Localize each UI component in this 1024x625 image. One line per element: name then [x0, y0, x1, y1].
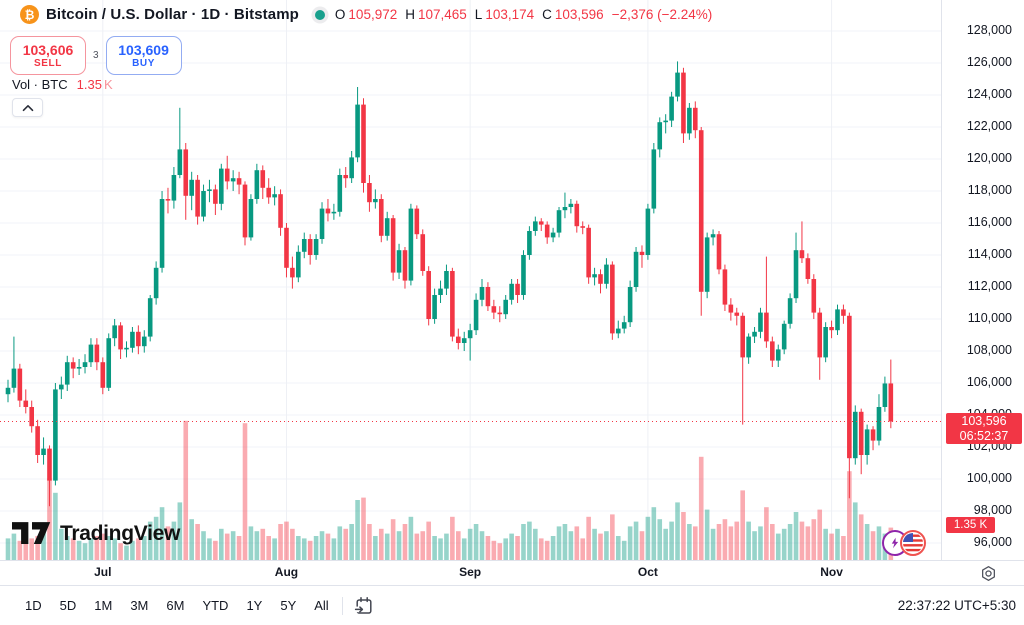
- buy-price: 103,609: [118, 41, 169, 58]
- sell-label: SELL: [34, 57, 62, 69]
- price-tick-label: 116,000: [967, 215, 1012, 229]
- candlestick-chart[interactable]: [0, 0, 941, 560]
- us-flag-event-icon[interactable]: [900, 530, 926, 556]
- symbol-title[interactable]: Bitcoin / U.S. Dollar · 1D · Bitstamp: [46, 6, 299, 23]
- price-tick-label: 108,000: [966, 343, 1012, 357]
- event-icons: [882, 530, 928, 557]
- axis-settings-icon[interactable]: [980, 565, 997, 582]
- open-value: 105,972: [348, 7, 398, 22]
- price-tick-label: 96,000: [973, 535, 1012, 549]
- sell-price: 103,606: [22, 41, 74, 58]
- price-tick-label: 98,000: [973, 503, 1012, 517]
- price-tick-label: 118,000: [967, 183, 1012, 197]
- time-axis[interactable]: Jul Aug Sep Oct Nov: [0, 560, 1024, 586]
- sell-button[interactable]: 103,606 SELL: [10, 36, 86, 75]
- price-tick-label: 106,000: [966, 375, 1012, 389]
- range-button-1y[interactable]: 1Y: [246, 598, 263, 613]
- range-button-5d[interactable]: 5D: [59, 598, 77, 613]
- range-button-3m[interactable]: 3M: [130, 598, 149, 613]
- price-tick-label: 120,000: [966, 151, 1012, 165]
- volume-legend: Vol · BTC 1.35 K: [12, 77, 113, 92]
- price-tick-label: 110,000: [967, 311, 1012, 325]
- time-axis-month-label: Nov: [820, 565, 843, 579]
- open-label: O: [334, 7, 346, 22]
- price-tick-label: 100,000: [966, 471, 1012, 485]
- range-button-5y[interactable]: 5Y: [280, 598, 297, 613]
- low-value: 103,174: [485, 7, 535, 22]
- time-axis-month-label: Jul: [94, 565, 112, 579]
- range-button-1m[interactable]: 1M: [94, 598, 113, 613]
- buy-button[interactable]: 103,609 BUY: [105, 36, 182, 75]
- ohlc-values: O 105,972 H 107,465 L 103,174 C 103,596 −2,3…: [335, 7, 712, 22]
- spread-value: 3: [93, 50, 99, 61]
- range-button-6m[interactable]: 6M: [166, 598, 185, 613]
- current-volume-label: 1.35 K: [946, 517, 995, 533]
- close-label: C: [542, 7, 552, 22]
- price-tick-label: 124,000: [966, 87, 1012, 101]
- range-button-all[interactable]: All: [314, 598, 329, 613]
- close-value: 103,596: [554, 7, 604, 22]
- price-tick-label: 112,000: [967, 279, 1012, 293]
- market-status-dot-icon[interactable]: [314, 9, 325, 20]
- high-value: 107,465: [417, 7, 467, 22]
- low-label: L: [474, 7, 483, 22]
- volume-legend-value: 1.35: [76, 77, 102, 92]
- current-price-value: 103,596: [961, 413, 1007, 428]
- buy-label: BUY: [132, 57, 156, 69]
- date-range-row: 1D 5D 1M 3M 6M YTD 1Y 5Y All: [16, 594, 338, 617]
- session-clock[interactable]: 22:37:22 UTC+5:30: [897, 598, 1016, 613]
- toolbar-divider: [341, 596, 343, 615]
- trade-buttons: 103,606 SELL 3 103,609 BUY: [10, 36, 182, 75]
- price-tick-label: 114,000: [967, 247, 1012, 261]
- current-price-label: 103,596 06:52:37: [946, 413, 1022, 445]
- bar-close-countdown: 06:52:37: [959, 428, 1009, 443]
- time-axis-month-label: Sep: [459, 565, 482, 579]
- high-label: H: [405, 7, 415, 22]
- price-tick-label: 126,000: [966, 55, 1012, 69]
- chevron-up-icon: [22, 104, 33, 111]
- price-axis[interactable]: 128,000 126,000 124,000 122,000 120,000 118,0…: [941, 0, 1024, 560]
- chart-plot-area[interactable]: TradingView: [0, 0, 941, 560]
- volume-legend-label: Vol · BTC: [12, 77, 68, 92]
- price-tick-label: 128,000: [966, 23, 1012, 37]
- go-to-date-button[interactable]: [351, 593, 377, 619]
- time-axis-month-label: Aug: [274, 565, 299, 579]
- bottom-toolbar: 1D 5D 1M 3M 6M YTD 1Y 5Y All 22:37:22 UTC+5:30: [0, 585, 1024, 625]
- volume-legend-unit: K: [103, 77, 113, 92]
- range-button-1d[interactable]: 1D: [25, 598, 42, 613]
- time-axis-month-label: Oct: [637, 565, 658, 579]
- range-button-ytd[interactable]: YTD: [202, 598, 229, 613]
- bitcoin-icon: ₿: [20, 5, 39, 24]
- change-value: −2,376 (−2.24%): [611, 7, 713, 22]
- price-tick-label: 122,000: [966, 119, 1012, 133]
- calendar-icon: [354, 596, 372, 614]
- collapse-legend-button[interactable]: [12, 98, 43, 117]
- symbol-header: ₿ Bitcoin / U.S. Dollar · 1D · Bitstamp …: [20, 5, 712, 24]
